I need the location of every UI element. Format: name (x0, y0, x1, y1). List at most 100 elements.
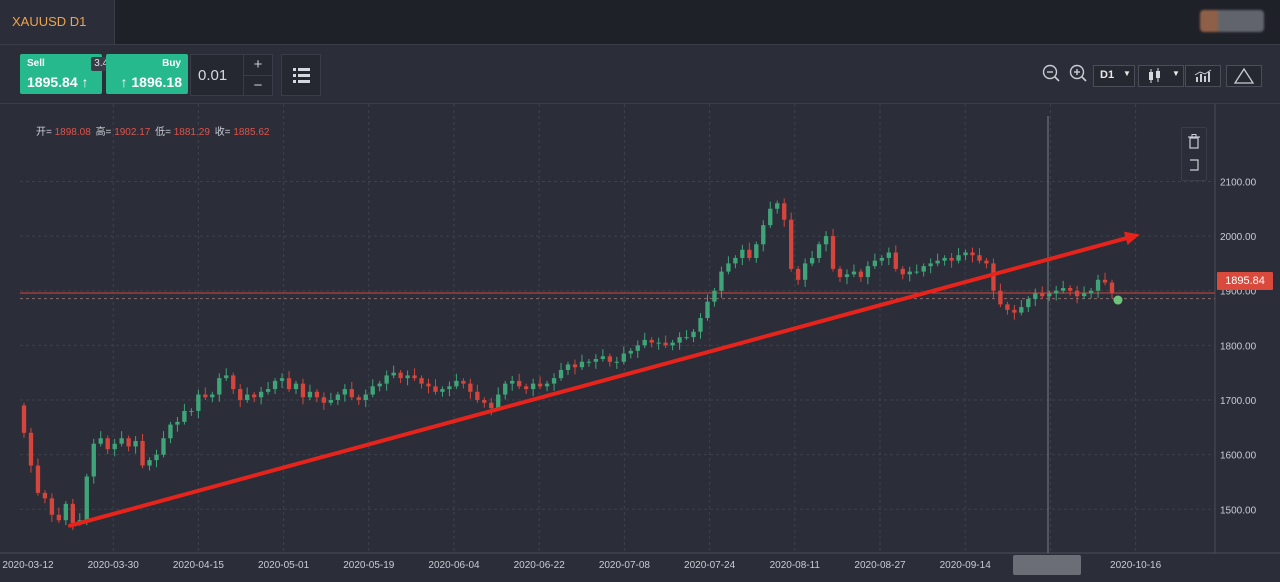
candle-body (286, 378, 292, 390)
drawing-side-tools (1181, 127, 1207, 181)
candle-body (991, 263, 996, 291)
candle-body (307, 391, 313, 398)
decrease-lot-button[interactable]: − (253, 77, 263, 94)
candle-body (1081, 293, 1087, 297)
y-tick-label: 1800.00 (1220, 341, 1257, 352)
candle-body (761, 225, 766, 245)
candle-body (998, 290, 1003, 305)
candle-body (440, 389, 445, 392)
buy-arrow-icon: ↑ (120, 74, 128, 90)
candle-body (768, 208, 773, 226)
y-tick-label: 2100.00 (1220, 177, 1257, 188)
candle-body (28, 432, 34, 466)
candlestick-chart[interactable]: 1500.00 1600.00 1700.00 1800.00 1900.00 2000.… (0, 104, 1280, 582)
y-tick-label: 1500.00 (1220, 505, 1257, 516)
candle-body (461, 380, 466, 384)
x-tick-label: 2020-04-15 (173, 560, 225, 571)
candle-body (63, 503, 69, 521)
candle-body (984, 260, 989, 264)
candle-body (1005, 304, 1010, 310)
candle-body (147, 460, 152, 466)
high-key: 高= (95, 127, 112, 138)
candle-body (105, 438, 110, 450)
sell-arrow-icon: ↑ (81, 74, 89, 90)
candle-body (1026, 298, 1031, 308)
candle-body (942, 257, 947, 261)
candle-body (851, 271, 857, 275)
chart-type-select[interactable]: ▼ (1138, 65, 1184, 87)
y-tick-label: 1700.00 (1220, 396, 1257, 407)
candle-body (321, 397, 327, 403)
top-bar: XAUUSD D1 (0, 0, 1280, 45)
buy-price: ↑ 1896.18 (120, 74, 183, 90)
candle-body (733, 257, 738, 264)
candle-body (482, 400, 487, 403)
candle-body (265, 389, 271, 392)
candle-body (593, 359, 599, 362)
x-tick-label: 2020-03-30 (88, 560, 140, 571)
open-value: 1898.08 (54, 127, 91, 138)
candle-body (363, 394, 368, 401)
lot-size-input[interactable]: 0.01 (190, 54, 244, 96)
candle-body (405, 375, 410, 379)
candle-body (928, 263, 933, 267)
zoom-in-icon[interactable] (1068, 63, 1088, 83)
crosshair-date-highlight (1013, 555, 1081, 575)
candle-body (621, 353, 626, 362)
candle-body (1033, 293, 1038, 299)
y-tick-label: 1900.00 (1220, 287, 1257, 298)
candle-body (656, 342, 661, 344)
candle-body (342, 389, 347, 395)
low-value: 1881.29 (173, 127, 210, 138)
tab-xauusd-d1[interactable]: XAUUSD D1 (0, 0, 115, 44)
zoom-out-icon[interactable] (1041, 63, 1061, 83)
candle-body (712, 290, 717, 302)
trash-icon[interactable] (1182, 130, 1206, 154)
candle-body (726, 263, 731, 272)
undo-icon[interactable] (1182, 154, 1206, 178)
y-tick-label: 1600.00 (1220, 451, 1257, 462)
candle-body (300, 383, 306, 398)
x-tick-label: 2020-03-12 (2, 560, 54, 571)
candle-body (586, 361, 592, 363)
candle-body (740, 249, 745, 258)
candle-body (84, 476, 89, 521)
candle-body (607, 356, 613, 362)
candle-body (419, 378, 424, 384)
indicators-button[interactable] (1185, 65, 1221, 87)
candle-body (691, 331, 696, 338)
candle-body (1067, 287, 1073, 291)
candle-body (475, 391, 480, 401)
indicator-chart-icon (1194, 69, 1212, 82)
chart-area[interactable]: 1500.00 1600.00 1700.00 1800.00 1900.00 2000.… (0, 104, 1280, 582)
candle-body (1047, 293, 1052, 297)
drawing-tools-button[interactable] (1226, 65, 1262, 87)
candle-body (795, 268, 801, 280)
candle-body (809, 257, 815, 264)
timeframe-value: D1 (1100, 69, 1115, 81)
increase-lot-button[interactable]: + (244, 55, 272, 76)
candle-body (384, 375, 389, 384)
sell-button[interactable]: Sell 1895.84 ↑ (20, 54, 102, 94)
buy-button[interactable]: Buy ↑ 1896.18 (106, 54, 188, 94)
candle-body (872, 260, 878, 267)
order-list-button[interactable] (281, 54, 321, 96)
x-tick-label: 2020-06-22 (514, 560, 566, 571)
candle-body (217, 378, 222, 395)
x-tick-label: 2020-05-01 (258, 560, 310, 571)
candle-body (747, 249, 752, 258)
timeframe-select[interactable]: D1 ▼ (1093, 65, 1135, 87)
candle-body (949, 257, 954, 261)
y-tick-label: 2000.00 (1220, 232, 1257, 243)
user-avatar[interactable] (1200, 10, 1264, 32)
candle-body (426, 383, 431, 387)
candle-body (328, 400, 334, 403)
candle-body (433, 386, 438, 392)
trade-toolbar: Sell 1895.84 ↑ 3.40 Buy ↑ 1896.18 0.01 +… (0, 45, 1280, 104)
candle-body (42, 492, 48, 499)
candle-body (503, 383, 508, 395)
candle-body (935, 260, 940, 264)
ohlc-readout: 开= 1898.08 高= 1902.17 低= 1881.29 收= 1885… (36, 123, 271, 138)
candle-body (35, 465, 41, 493)
candle-body (370, 386, 375, 395)
